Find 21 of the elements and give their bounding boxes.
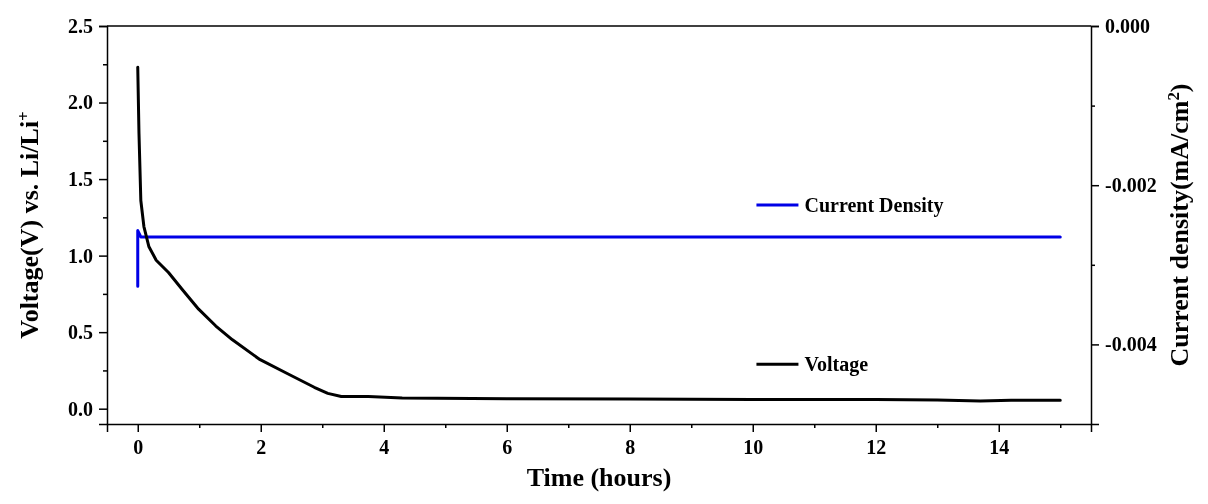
y2-tick-label: -0.004 [1105, 333, 1157, 356]
y-tick-label: 1.0 [68, 244, 93, 267]
y2-tick-label: -0.002 [1105, 174, 1157, 197]
x-tick-label: 10 [743, 436, 764, 459]
y-tick-label: 0.5 [68, 321, 93, 344]
x-tick-label: 4 [379, 436, 390, 459]
x-tick-label: 2 [256, 436, 267, 459]
y2-tick-label: 0.000 [1105, 14, 1150, 37]
x-axis-title: Time (hours) [526, 463, 672, 492]
x-tick-label: 6 [502, 436, 513, 459]
y-tick-label: 1.5 [68, 167, 93, 190]
y-tick-label: 0.0 [68, 397, 93, 420]
x-tick-label: 8 [625, 436, 636, 459]
legend-label: Current Density [804, 194, 944, 218]
x-tick-label: 0 [133, 436, 144, 459]
x-tick-label: 12 [866, 436, 887, 459]
x-tick-label: 14 [989, 436, 1010, 459]
line-series [136, 65, 1062, 403]
y-tick-label: 2.5 [68, 14, 93, 37]
legend-label: Voltage [804, 353, 869, 377]
y-tick-label: 2.0 [68, 91, 93, 114]
